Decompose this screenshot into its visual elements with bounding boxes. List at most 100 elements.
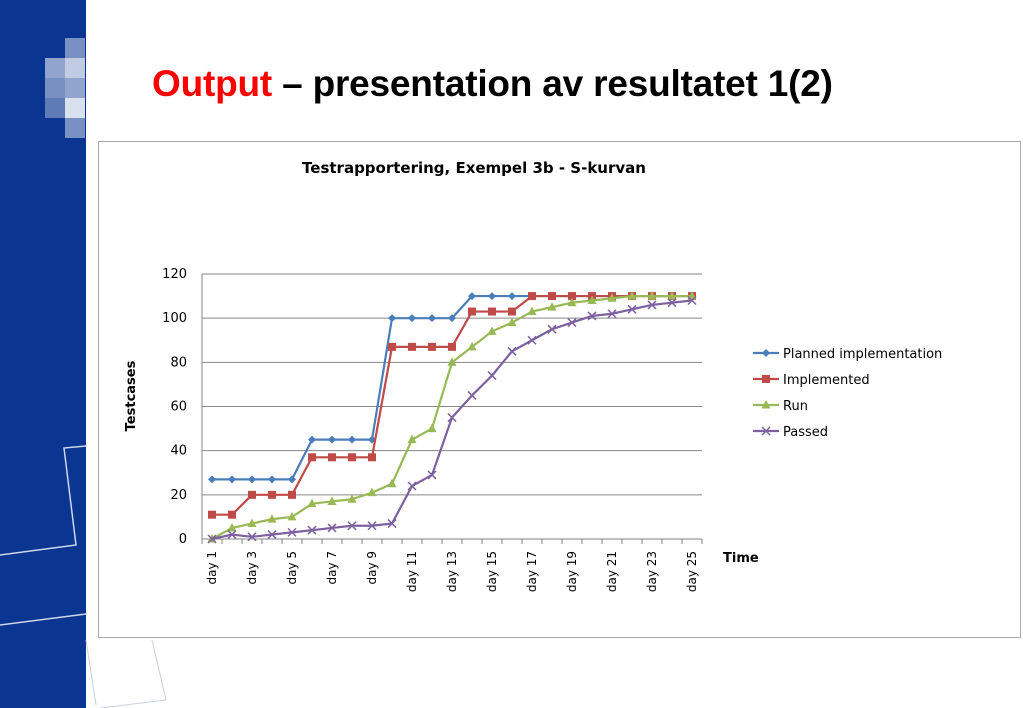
- data-point-planned-implementation: [268, 475, 276, 484]
- data-point-passed-stroke: [547, 324, 557, 334]
- data-point-planned-implementation: [348, 435, 356, 444]
- data-point-run: [467, 341, 477, 351]
- data-point-run: [327, 496, 337, 505]
- data-point-passed-stroke: [527, 335, 537, 345]
- y-tick-label: 40: [170, 444, 187, 459]
- data-point-planned-implementation: [468, 292, 476, 301]
- data-point-implemented: [348, 453, 356, 462]
- data-point-run: [587, 295, 597, 304]
- data-point-planned-implementation: [328, 435, 336, 444]
- title-highlight: Output: [152, 63, 273, 104]
- x-tick-label: day 23: [645, 551, 659, 592]
- data-point-run: [387, 478, 397, 488]
- legend-item-implemented: Implemented: [753, 373, 870, 388]
- data-point-implemented: [308, 453, 316, 462]
- slide-title: Output – presentation av resultatet 1(2): [152, 63, 833, 105]
- series-run: [207, 291, 697, 543]
- data-point-implemented: [488, 307, 496, 316]
- logo-square: [65, 38, 85, 58]
- data-point-implemented: [528, 292, 536, 301]
- data-point-implemented: [548, 292, 556, 301]
- y-tick-label: 100: [162, 311, 187, 326]
- x-tick-label: day 19: [565, 551, 579, 592]
- data-point-run: [627, 291, 637, 300]
- data-point-passed: [227, 530, 237, 540]
- logo-square: [45, 98, 65, 118]
- data-point-implemented: [508, 307, 516, 316]
- data-point-passed-stroke: [467, 390, 477, 400]
- data-point-passed: [467, 390, 477, 400]
- chart-frame: [98, 141, 1021, 638]
- data-point-passed-stroke: [327, 523, 337, 533]
- data-point-passed-stroke: [207, 534, 217, 544]
- data-point-planned-implementation: [208, 475, 216, 484]
- legend-swatch-marker: [762, 375, 770, 383]
- data-point-passed: [327, 523, 337, 533]
- data-point-passed-stroke: [367, 521, 377, 531]
- logo-square: [65, 118, 85, 138]
- data-point-passed-stroke: [447, 413, 457, 423]
- y-tick-label: 20: [170, 488, 187, 503]
- data-point-planned-implementation: [488, 292, 496, 301]
- title-rest: – presentation av resultatet 1(2): [272, 63, 833, 104]
- data-point-planned-implementation: [308, 435, 316, 444]
- data-point-passed-stroke: [507, 346, 517, 356]
- data-point-run: [347, 494, 357, 503]
- data-point-implemented: [368, 453, 376, 462]
- data-point-implemented: [288, 490, 296, 499]
- x-axis-label: Time: [723, 551, 759, 566]
- data-point-passed: [507, 346, 517, 356]
- data-point-implemented: [408, 342, 416, 351]
- y-tick-label: 120: [162, 267, 187, 282]
- data-point-passed: [487, 371, 497, 381]
- data-point-run: [267, 514, 277, 523]
- data-point-planned-implementation: [228, 475, 236, 484]
- logo-square: [65, 98, 85, 118]
- data-point-passed-stroke: [667, 298, 677, 308]
- x-tick-labels: day 1 day 3 day 5 day 7 day 9 day 11 day 13 day…: [205, 551, 699, 592]
- data-point-run: [287, 511, 297, 521]
- data-point-passed: [667, 298, 677, 308]
- logo-square: [45, 78, 65, 98]
- data-point-planned-implementation: [448, 314, 456, 323]
- data-point-implemented: [388, 342, 396, 351]
- data-point-run: [507, 317, 517, 327]
- data-point-passed: [427, 470, 437, 480]
- y-tick-label: 80: [170, 355, 187, 370]
- data-point-passed-stroke: [267, 530, 277, 540]
- data-point-passed: [547, 324, 557, 334]
- y-tick-labels: 0 20 40 60 80 100 120: [162, 267, 187, 547]
- data-point-passed-stroke: [607, 309, 617, 319]
- data-point-passed-stroke: [347, 521, 357, 531]
- series-group: [207, 291, 697, 544]
- x-tick-label: day 13: [445, 551, 459, 592]
- legend-swatch-marker: [762, 349, 770, 357]
- y-axis-label: Testcases: [124, 360, 139, 431]
- legend-swatch-marker-stroke: [761, 426, 771, 436]
- x-tick-label: day 1: [205, 551, 219, 585]
- data-point-passed-stroke: [567, 318, 577, 328]
- data-point-implemented: [268, 490, 276, 499]
- data-point-passed: [587, 311, 597, 321]
- series-line-planned-implementation: [212, 294, 692, 481]
- data-point-passed-stroke: [487, 371, 497, 381]
- data-point-passed: [247, 532, 257, 542]
- series-line-implemented: [212, 294, 692, 516]
- data-point-implemented: [228, 510, 236, 519]
- data-point-run: [647, 291, 657, 300]
- data-point-planned-implementation: [428, 314, 436, 323]
- data-point-passed-stroke: [587, 311, 597, 321]
- data-point-implemented: [428, 342, 436, 351]
- data-point-passed: [567, 318, 577, 328]
- data-point-passed-stroke: [387, 519, 397, 529]
- data-point-planned-implementation: [508, 292, 516, 301]
- data-point-run: [487, 326, 497, 335]
- x-tick-label: day 7: [325, 551, 339, 585]
- legend-label: Implemented: [783, 373, 870, 388]
- data-point-run: [667, 291, 677, 300]
- logo-square: [45, 58, 65, 78]
- data-point-passed: [267, 530, 277, 540]
- data-point-passed-stroke: [647, 300, 657, 310]
